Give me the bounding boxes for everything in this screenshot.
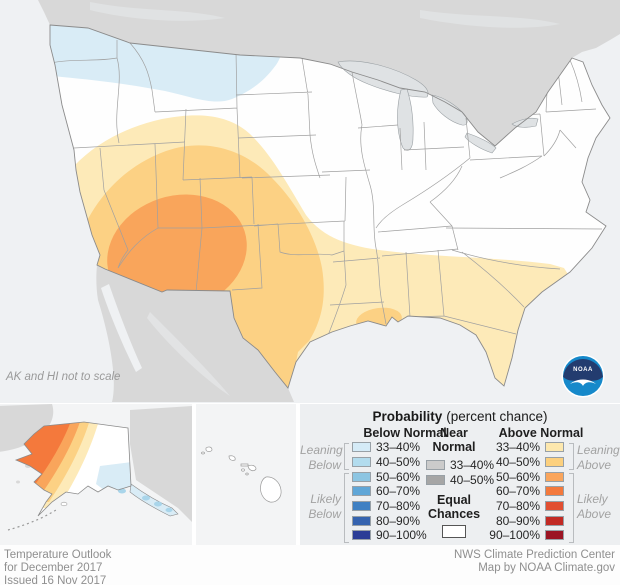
- above-normal-header: Above Normal: [498, 426, 584, 440]
- likely-above-label: Likely Above: [577, 492, 612, 521]
- aleutian-islands: [7, 501, 68, 531]
- mexico-landmass: [96, 265, 295, 402]
- near-swatch: [426, 460, 445, 471]
- likely-below-bracket: [344, 473, 349, 543]
- legend-row: 60–70%: [482, 484, 564, 499]
- state-borders: [50, 40, 603, 339]
- leaning-above-label: Leaning Above: [577, 443, 620, 472]
- above-swatch: [545, 442, 564, 453]
- above-swatch: [545, 471, 564, 482]
- noaa-logo: NOAA: [561, 354, 605, 398]
- near-normal-scale: 33–40% 40–50%: [426, 458, 494, 487]
- hawaiian-islands: [201, 446, 282, 503]
- great-lakes: [337, 60, 539, 154]
- canada-landmass: [130, 406, 192, 522]
- legend-row: 40–50%: [352, 455, 427, 470]
- legend-row: 80–90%: [352, 513, 427, 528]
- above-swatch: [545, 530, 564, 541]
- legend-row: 80–90%: [482, 513, 564, 528]
- ak-above-band-60-70: [16, 422, 75, 490]
- svg-text:NOAA: NOAA: [573, 367, 593, 373]
- legend-row: 33–40%: [482, 440, 564, 455]
- legend-row: 50–60%: [482, 469, 564, 484]
- above-normal-scale: 33–40% 40–50% 50–60% 60–70% 70–80% 80–90…: [482, 440, 564, 543]
- scale-note: AK and HI not to scale: [6, 371, 121, 383]
- below-swatch: [352, 501, 371, 512]
- alaska-inset-map: [0, 404, 192, 545]
- below-normal-scale: 33–40% 40–50% 50–60% 60–70% 70–80% 80–90…: [352, 440, 427, 543]
- near-swatch: [426, 475, 445, 486]
- ak-panhandle: [129, 483, 179, 517]
- legend-row: 40–50%: [482, 455, 564, 470]
- ak-panhandle-below-40-50-spots: [118, 488, 173, 513]
- equal-chances-swatch: [442, 525, 466, 538]
- legend-row: 90–100%: [352, 528, 427, 543]
- above-swatch: [545, 486, 564, 497]
- near-normal-header: Near Normal: [432, 426, 476, 454]
- noaa-gull-icon: [570, 379, 596, 386]
- above-swatch: [545, 515, 564, 526]
- equal-chances-block: Equal Chances: [412, 493, 496, 538]
- gulf-of-california: [101, 284, 142, 372]
- legend-row: 33–40%: [352, 440, 427, 455]
- legend-row: 90–100%: [482, 528, 564, 543]
- footer-left: Temperature Outlook for December 2017 Is…: [4, 549, 112, 587]
- likely-below-label: Likely Below: [308, 492, 341, 521]
- leaning-below-bracket: [344, 443, 349, 470]
- leaning-below-label: Leaning Below: [300, 443, 343, 472]
- above-swatch: [545, 457, 564, 468]
- map-footer: Temperature Outlook for December 2017 Is…: [0, 545, 620, 587]
- above-normal-core-50-60: [107, 194, 247, 312]
- below-swatch: [352, 515, 371, 526]
- legend-row: 60–70%: [352, 484, 427, 499]
- conus-outlook-map: NOAA: [0, 0, 620, 403]
- legend-row: 50–60%: [352, 469, 427, 484]
- legend-row: 40–50%: [426, 473, 494, 488]
- below-swatch: [352, 457, 371, 468]
- leaning-above-bracket: [569, 443, 574, 470]
- below-swatch: [352, 471, 371, 482]
- legend-row: 70–80%: [352, 499, 427, 514]
- us-coast-outline: [49, 24, 611, 389]
- likely-above-bracket: [569, 473, 574, 543]
- legend-title: Probability (percent chance): [372, 409, 548, 424]
- below-swatch: [352, 486, 371, 497]
- hawaii-inset-map: [196, 404, 296, 545]
- below-normal-header: Below Normal: [363, 426, 447, 440]
- below-swatch: [352, 442, 371, 453]
- legend-row: 33–40%: [426, 458, 494, 473]
- below-swatch: [352, 530, 371, 541]
- legend-row: 70–80%: [482, 499, 564, 514]
- above-swatch: [545, 501, 564, 512]
- canada-landmass: [38, 0, 620, 146]
- probability-legend: Probability (percent chance) Below Normal…: [300, 404, 620, 545]
- footer-right: NWS Climate Prediction Center Map by NOA…: [453, 549, 615, 574]
